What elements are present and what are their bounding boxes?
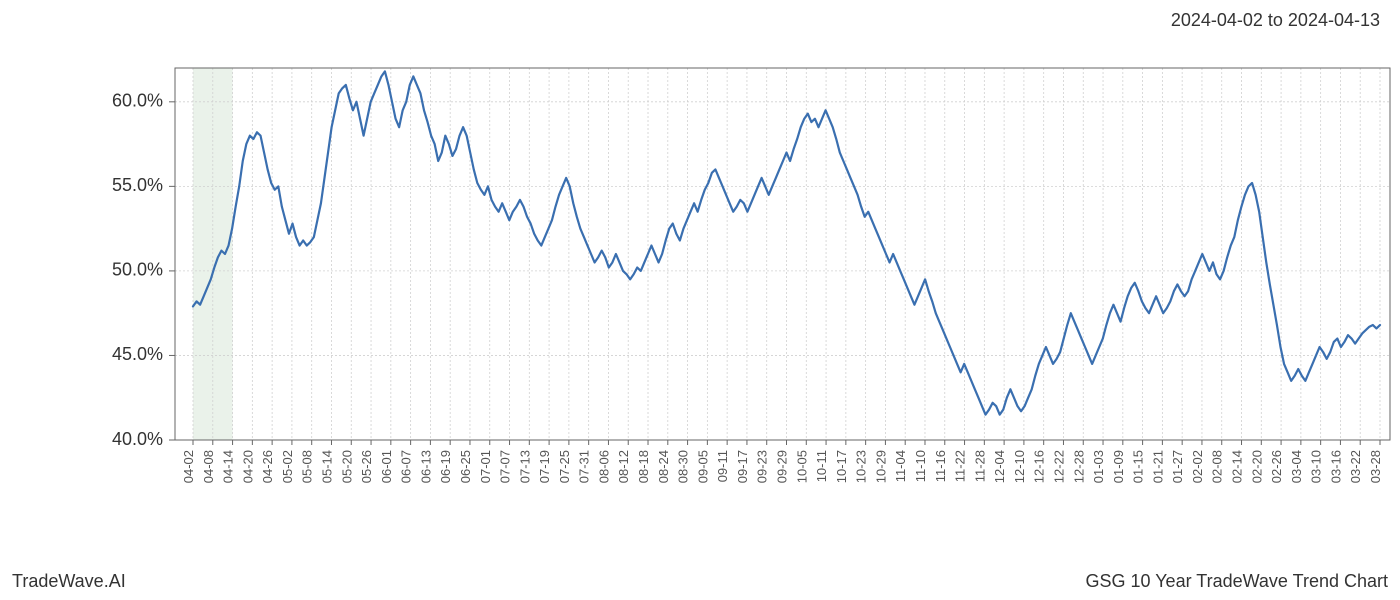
x-tick-label: 08-06: [596, 450, 611, 483]
x-tick-label: 08-30: [676, 450, 691, 483]
x-tick-label: 04-26: [260, 450, 275, 483]
x-tick-label: 05-20: [339, 450, 354, 483]
brand-label: TradeWave.AI: [12, 571, 126, 592]
x-tick-label: 07-25: [557, 450, 572, 483]
x-tick-label: 01-21: [1150, 450, 1165, 483]
x-tick-label: 01-15: [1131, 450, 1146, 483]
x-tick-label: 01-27: [1170, 450, 1185, 483]
x-tick-label: 05-08: [300, 450, 315, 483]
x-tick-label: 04-02: [181, 450, 196, 483]
x-tick-label: 02-02: [1190, 450, 1205, 483]
x-tick-label: 02-14: [1230, 450, 1245, 483]
x-tick-label: 11-28: [972, 450, 987, 482]
chart-title-label: GSG 10 Year TradeWave Trend Chart: [1086, 571, 1389, 592]
x-tick-label: 11-04: [893, 450, 908, 482]
x-tick-label: 10-17: [834, 450, 849, 483]
x-tick-label: 03-22: [1348, 450, 1363, 483]
x-tick-label: 11-22: [953, 450, 968, 482]
y-tick-label: 45.0%: [112, 344, 163, 364]
x-tick-label: 05-14: [319, 450, 334, 483]
x-tick-label: 10-23: [854, 450, 869, 483]
x-tick-label: 10-11: [814, 450, 829, 482]
x-tick-label: 04-20: [240, 450, 255, 483]
date-range-label: 2024-04-02 to 2024-04-13: [1171, 10, 1380, 31]
x-tick-label: 12-16: [1032, 450, 1047, 483]
x-tick-label: 03-10: [1309, 450, 1324, 483]
x-tick-label: 09-05: [695, 450, 710, 483]
y-tick-label: 55.0%: [112, 175, 163, 195]
x-tick-label: 06-01: [379, 450, 394, 483]
x-tick-label: 12-28: [1071, 450, 1086, 483]
x-tick-label: 02-08: [1210, 450, 1225, 483]
x-tick-label: 06-25: [458, 450, 473, 483]
x-tick-label: 02-20: [1249, 450, 1264, 483]
x-tick-label: 10-29: [873, 450, 888, 483]
x-tick-label: 03-04: [1289, 450, 1304, 483]
y-tick-label: 40.0%: [112, 429, 163, 449]
x-tick-label: 09-17: [735, 450, 750, 483]
x-tick-label: 01-09: [1111, 450, 1126, 483]
x-tick-label: 04-14: [221, 450, 236, 483]
x-tick-label: 07-19: [537, 450, 552, 483]
x-tick-label: 06-07: [399, 450, 414, 483]
x-tick-label: 10-05: [794, 450, 809, 483]
x-tick-label: 07-07: [498, 450, 513, 483]
x-tick-label: 08-18: [636, 450, 651, 483]
x-tick-label: 09-11: [715, 450, 730, 482]
x-tick-label: 12-10: [1012, 450, 1027, 483]
y-tick-label: 50.0%: [112, 260, 163, 280]
x-tick-label: 05-02: [280, 450, 295, 483]
x-tick-label: 06-13: [418, 450, 433, 483]
x-tick-label: 05-26: [359, 450, 374, 483]
x-tick-label: 02-26: [1269, 450, 1284, 483]
chart-container: 2024-04-02 to 2024-04-13 40.0% 45.0% 50.0%…: [0, 0, 1400, 600]
line-chart-svg: 40.0% 45.0% 50.0% 55.0% 60.0% 04-02 04-08 04-14…: [0, 40, 1400, 560]
x-tick-label: 08-24: [656, 450, 671, 483]
x-tick-label: 12-04: [992, 450, 1007, 483]
x-tick-label: 04-08: [201, 450, 216, 483]
x-tick-label: 01-03: [1091, 450, 1106, 483]
x-tick-label: 03-28: [1368, 450, 1383, 483]
x-tick-label: 07-13: [517, 450, 532, 483]
x-tick-label: 09-23: [755, 450, 770, 483]
x-tick-label: 09-29: [775, 450, 790, 483]
x-tick-label: 12-22: [1051, 450, 1066, 483]
x-tick-label: 11-16: [933, 450, 948, 482]
x-tick-label: 06-19: [438, 450, 453, 483]
x-tick-label: 03-16: [1328, 450, 1343, 483]
chart-area: 40.0% 45.0% 50.0% 55.0% 60.0% 04-02 04-08 04-14…: [0, 40, 1400, 560]
y-tick-label: 60.0%: [112, 91, 163, 111]
x-tick-label: 08-12: [616, 450, 631, 483]
x-tick-label: 07-31: [577, 450, 592, 483]
x-tick-label: 11-10: [913, 450, 928, 482]
x-tick-label: 07-01: [478, 450, 493, 483]
